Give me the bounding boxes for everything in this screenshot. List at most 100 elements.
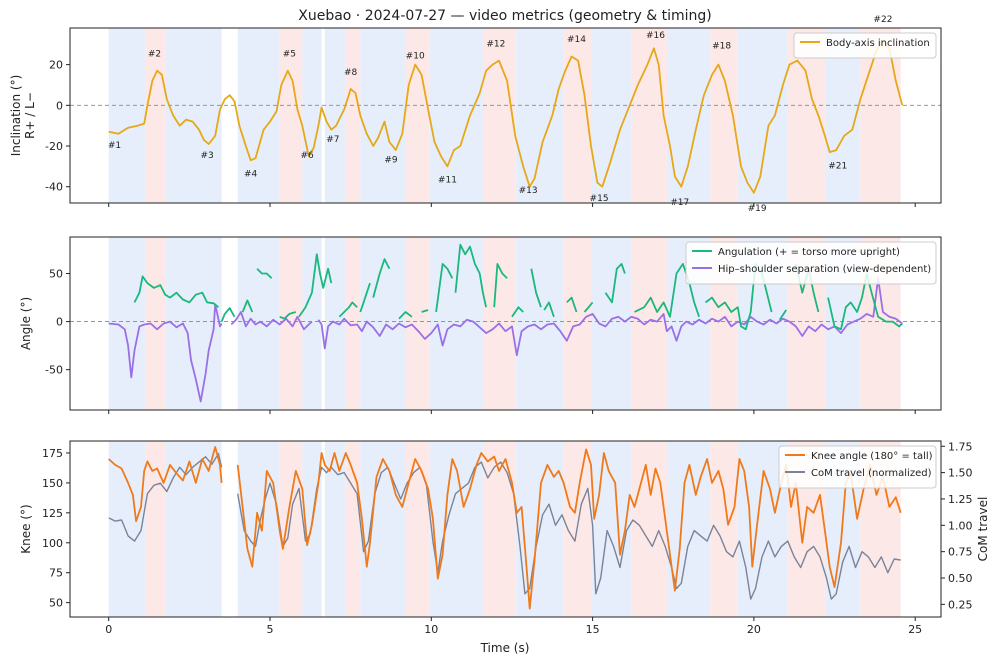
- segment-label: #7: [326, 135, 339, 145]
- phase-band-blue: [302, 441, 322, 617]
- phase-band-pink: [405, 237, 430, 410]
- segment-label: #3: [200, 151, 213, 161]
- axes-frame: [69, 236, 942, 411]
- segment-label: #15: [590, 194, 609, 204]
- y-tick-label: 0: [56, 99, 63, 112]
- phase-band-pink: [631, 441, 667, 617]
- phase-band-pink: [145, 441, 166, 617]
- y-axis-label: Knee (°): [19, 504, 33, 553]
- phase-band-pink: [482, 28, 516, 203]
- segment-label: #9: [384, 155, 398, 165]
- y-tick-label: 50: [49, 597, 63, 610]
- y-axis-label: Inclination (°): [9, 75, 23, 157]
- phase-band-blue: [302, 28, 322, 203]
- y-tick-label: 175: [42, 447, 63, 460]
- phase-band-blue: [165, 28, 222, 203]
- y-tick-label: -20: [45, 140, 63, 153]
- y2-axis-label: CoM travel: [976, 497, 990, 562]
- y-tick-label: 75: [49, 567, 63, 580]
- series-line: [108, 277, 903, 403]
- y-tick-label: -50: [45, 364, 63, 377]
- x-tick-label: 10: [424, 623, 438, 636]
- legend-entry: Knee angle (180° = tall): [811, 451, 933, 462]
- legend-entry: Body-axis inclination: [826, 38, 930, 49]
- panel-3: 50751001251501750.250.500.751.001.251.50…: [19, 440, 990, 636]
- y2-tick-label: 1.25: [948, 493, 973, 506]
- segment-label: #22: [873, 15, 892, 25]
- phase-band-pink: [405, 28, 430, 203]
- phase-band-pink: [345, 28, 361, 203]
- phase-band-pink: [563, 237, 591, 410]
- y2-tick-label: 0.50: [948, 572, 973, 585]
- x-tick-label: 0: [105, 623, 112, 636]
- y-tick-label: -40: [45, 181, 63, 194]
- segment-label: #16: [646, 31, 665, 41]
- y-tick-label: 100: [42, 537, 63, 550]
- phase-band-blue: [324, 28, 346, 203]
- y2-tick-label: 0.25: [948, 598, 973, 611]
- series-line: [133, 243, 903, 331]
- segment-label: #14: [567, 35, 586, 45]
- phase-band-blue: [590, 28, 632, 203]
- segment-label: #19: [748, 204, 767, 214]
- phase-band-pink: [631, 237, 667, 410]
- y2-tick-label: 0.75: [948, 546, 973, 559]
- y-tick-label: 150: [42, 477, 63, 490]
- series-line: [108, 39, 904, 194]
- phase-band-blue: [360, 441, 406, 617]
- y2-tick-label: 1.75: [948, 440, 973, 453]
- y2-tick-label: 1.00: [948, 519, 973, 532]
- legend-entry: Angulation (+ = torso more upright): [718, 247, 900, 258]
- phase-band-blue: [515, 28, 564, 203]
- phase-band-pink: [405, 441, 430, 617]
- phase-band-blue: [165, 237, 222, 410]
- phase-band-blue: [515, 237, 564, 410]
- phase-band-pink: [631, 28, 667, 203]
- phase-band-pink: [345, 237, 361, 410]
- y-tick-label: 0: [56, 316, 63, 329]
- segment-label: #13: [519, 186, 538, 196]
- segment-label: #8: [344, 68, 358, 78]
- x-tick-label: 25: [908, 623, 922, 636]
- y-tick-label: 20: [49, 59, 63, 72]
- segment-label: #18: [712, 41, 731, 51]
- segment-label: #2: [148, 49, 161, 59]
- y-tick-label: 50: [49, 268, 63, 281]
- segment-label: #21: [828, 161, 847, 171]
- x-axis-label: Time (s): [480, 641, 530, 655]
- legend-box: [685, 241, 937, 285]
- axes-frame: [69, 27, 942, 204]
- x-tick-label: 15: [586, 623, 600, 636]
- y-axis-sublabel: R+ / L−: [23, 92, 37, 139]
- series-line: [108, 452, 901, 600]
- panel-1: #1 #2 #3 #4 #5 #6 #7 #8 #9 #10 #11 #12 #13 #14 #15 #16 #…: [9, 15, 942, 214]
- phase-band-blue: [737, 28, 788, 203]
- legend-entry: CoM travel (normalized): [811, 468, 932, 479]
- segment-label: #5: [283, 49, 296, 59]
- phase-band-blue: [302, 237, 322, 410]
- phase-band-pink: [279, 28, 303, 203]
- segment-label: #6: [300, 151, 314, 161]
- segment-label: #11: [438, 176, 457, 186]
- phase-band-pink: [279, 441, 303, 617]
- phase-band-blue: [429, 28, 483, 203]
- x-tick-label: 20: [747, 623, 761, 636]
- segment-label: #1: [108, 141, 121, 151]
- y-axis-label: Angle (°): [19, 297, 33, 350]
- phase-band-blue: [324, 441, 346, 617]
- y2-tick-label: 1.50: [948, 467, 973, 480]
- segment-label: #4: [244, 170, 258, 180]
- phase-band-pink: [145, 237, 166, 410]
- legend-entry: Hip–shoulder separation (view-dependent): [718, 264, 931, 275]
- panels: #1 #2 #3 #4 #5 #6 #7 #8 #9 #10 #11 #12 #13 #14 #15 #16 #…: [9, 15, 990, 636]
- axes-frame: [69, 440, 942, 618]
- legend-box: [778, 445, 937, 489]
- phase-band-blue: [360, 28, 406, 203]
- phase-band-blue: [108, 441, 146, 617]
- phase-band-pink: [345, 441, 361, 617]
- legend-box: [793, 32, 937, 59]
- y-tick-label: 125: [42, 507, 63, 520]
- phase-band-blue: [108, 28, 146, 203]
- panel-2: -50 0 50 Angle (°) Angulation (+ = torso mor…: [19, 236, 942, 414]
